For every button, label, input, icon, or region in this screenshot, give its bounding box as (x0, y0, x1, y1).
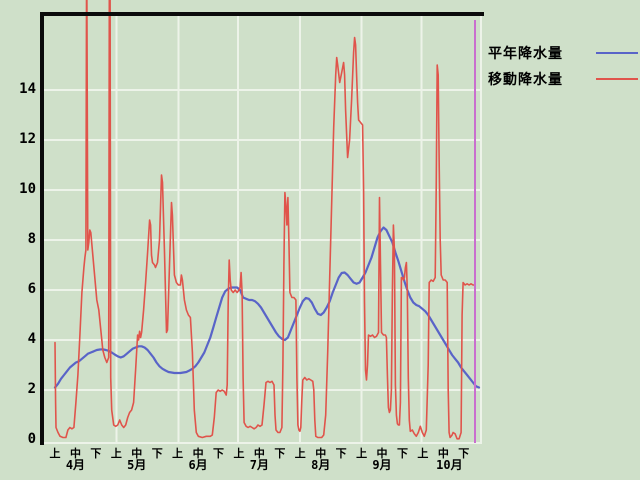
x-period-label-6-1: 中 (438, 446, 449, 460)
x-month-label-4: 8月 (311, 458, 330, 472)
x-period-label-4-0: 上 (295, 446, 306, 460)
x-period-label-3-0: 上 (233, 446, 244, 460)
x-month-label-3: 7月 (250, 458, 269, 472)
x-period-label-4-2: 下 (336, 447, 347, 460)
x-period-label-3-2: 下 (274, 447, 285, 460)
x-axis-labels: 上中下4月上中下5月上中下6月上中下7月上中下8月上中下9月上中下10月 (50, 446, 470, 472)
series-line-1 (54, 0, 476, 440)
x-period-label-3-1: 中 (254, 446, 265, 460)
x-period-label-5-1: 中 (377, 446, 388, 460)
y-tick-label-8: 8 (28, 231, 36, 247)
plot-frame (40, 12, 484, 445)
y-tick-label-2: 2 (28, 381, 36, 397)
legend: 平年降水量 移動降水量 (488, 40, 638, 92)
x-period-label-2-1: 中 (193, 446, 204, 460)
data-series (53, 0, 481, 440)
legend-label-heinen: 平年降水量 (488, 46, 563, 62)
legend-item-heinen: 平年降水量 (488, 40, 638, 66)
x-period-label-2-2: 下 (213, 447, 224, 460)
x-period-label-0-1: 中 (70, 446, 81, 460)
y-tick-label-6: 6 (28, 281, 36, 297)
x-period-label-5-2: 下 (397, 447, 408, 460)
y-tick-label-10: 10 (19, 181, 36, 197)
x-month-label-2: 6月 (188, 458, 207, 472)
x-period-label-5-0: 上 (356, 446, 367, 460)
x-period-label-1-1: 中 (131, 446, 142, 460)
frame-left-border (40, 12, 44, 445)
x-period-label-6-2: 下 (458, 447, 469, 460)
y-axis-labels: 0 2 4 6 8 10 12 14 (19, 81, 36, 447)
legend-line-swatch-red (596, 78, 638, 80)
y-tick-label-14: 14 (19, 81, 36, 97)
x-period-label-2-0: 上 (172, 446, 183, 460)
x-period-label-0-0: 上 (50, 446, 61, 460)
frame-top-border (40, 12, 484, 16)
legend-item-idou: 移動降水量 (488, 66, 638, 92)
x-period-label-1-0: 上 (111, 446, 122, 460)
legend-label-idou: 移動降水量 (488, 72, 563, 88)
y-tick-label-0: 0 (28, 431, 36, 447)
x-month-label-0: 4月 (66, 458, 85, 472)
x-month-label-1: 5月 (127, 458, 146, 472)
x-month-label-6: 10月 (436, 458, 462, 472)
gridlines (44, 16, 482, 444)
x-month-label-5: 9月 (372, 458, 391, 472)
x-period-label-0-2: 下 (90, 447, 101, 460)
series-line-0 (53, 226, 481, 389)
x-period-label-4-1: 中 (315, 446, 326, 460)
x-period-label-6-0: 上 (417, 446, 428, 460)
legend-line-swatch-blue (596, 52, 638, 54)
x-period-label-1-2: 下 (152, 447, 163, 460)
y-tick-label-4: 4 (28, 331, 36, 347)
y-tick-label-12: 12 (19, 131, 36, 147)
